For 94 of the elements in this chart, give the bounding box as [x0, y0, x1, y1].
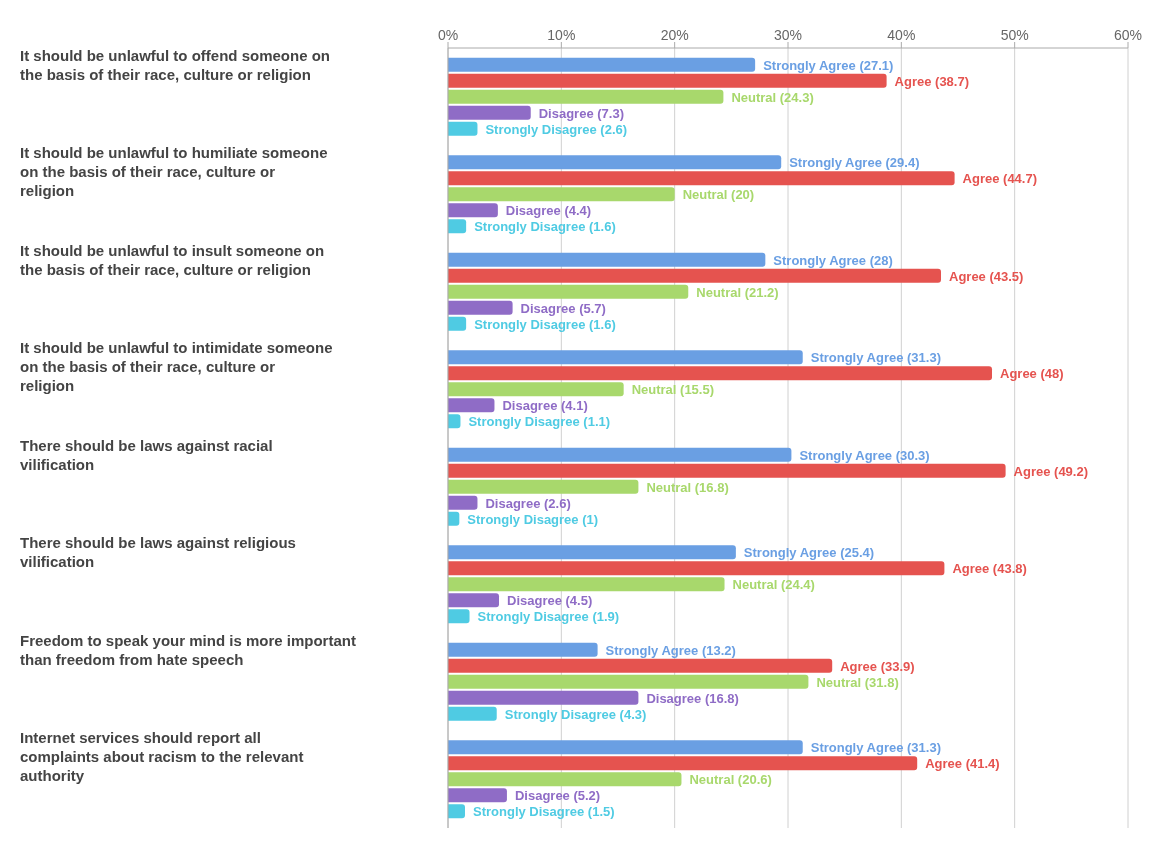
- y-tick-label: It should be unlawful to offend someone on the basis of their race, culture or religion: [20, 46, 330, 83]
- data-label: Strongly Disagree (4.3): [504, 706, 647, 722]
- bar: [448, 674, 809, 689]
- data-label: Strongly Disagree (2.6): [485, 121, 628, 137]
- bar: [448, 706, 497, 721]
- data-label: Agree (48): [1000, 366, 1064, 382]
- x-tick-label: 10%: [547, 27, 576, 43]
- data-label: Strongly Disagree (1): [467, 511, 599, 527]
- bar: [448, 511, 460, 526]
- bar: [448, 495, 478, 510]
- data-label: Neutral (16.8): [646, 479, 729, 495]
- bar: [448, 690, 639, 705]
- bar: [448, 89, 724, 104]
- data-label: Neutral (20.6): [689, 772, 772, 788]
- bar: [448, 187, 675, 202]
- data-label: Strongly Agree (27.1): [763, 57, 894, 73]
- bar: [448, 219, 467, 234]
- data-label: Strongly Agree (30.3): [799, 447, 930, 463]
- x-tick-label: 60%: [1113, 27, 1143, 43]
- data-label: Disagree (5.2): [514, 788, 601, 804]
- data-label: Disagree (5.7): [520, 300, 606, 316]
- data-label: Strongly Agree (28): [773, 252, 893, 268]
- data-label: Agree (41.4): [925, 756, 1000, 772]
- data-label: Disagree (2.6): [485, 495, 571, 511]
- data-label: Agree (38.7): [894, 73, 970, 89]
- bar: [448, 479, 639, 494]
- data-label: Strongly Disagree (1.6): [474, 219, 616, 235]
- bar: [448, 121, 478, 136]
- x-tick-label: 40%: [887, 27, 916, 43]
- y-tick-label: It should be unlawful to humiliate someone on the basis of their race, culture or religion: [20, 144, 328, 200]
- data-label: Agree (43.5): [949, 268, 1024, 284]
- data-label: Disagree (4.4): [505, 203, 592, 219]
- bar: [448, 609, 470, 624]
- x-tick-label: 0%: [437, 27, 459, 43]
- y-tick-label: Freedom to speak your mind is more important than freedom from hate speech: [20, 631, 356, 668]
- data-label: Strongly Agree (13.2): [605, 642, 736, 658]
- bar: [448, 366, 992, 381]
- data-label: Neutral (24.4): [732, 577, 815, 593]
- data-label: Strongly Disagree (1.5): [473, 804, 615, 820]
- data-label: Strongly Agree (25.4): [743, 545, 875, 561]
- data-label: Strongly Agree (29.4): [789, 155, 920, 171]
- bar: [448, 155, 782, 170]
- bar: [448, 593, 499, 608]
- y-tick-label: There should be laws against racial vilification: [20, 436, 273, 473]
- data-label: Neutral (31.8): [816, 674, 899, 690]
- data-label: Neutral (15.5): [631, 382, 715, 398]
- data-label: Neutral (20): [682, 187, 755, 203]
- data-label: Neutral (24.3): [731, 89, 814, 105]
- data-label: Agree (33.9): [840, 658, 915, 674]
- x-tick-label: 50%: [1000, 27, 1029, 43]
- data-label: Strongly Agree (31.3): [810, 350, 942, 366]
- bar: [448, 171, 955, 186]
- bar: [448, 284, 689, 299]
- x-tick-label: 20%: [660, 27, 689, 43]
- bar: [448, 545, 736, 560]
- bar: [448, 300, 513, 315]
- bar: [448, 642, 598, 657]
- data-label: Strongly Disagree (1.9): [477, 609, 620, 625]
- bar: [448, 561, 945, 576]
- bar: [448, 203, 498, 218]
- data-label: Strongly Disagree (1.1): [468, 414, 611, 430]
- bar: [448, 447, 792, 462]
- bar: [448, 398, 495, 413]
- data-label: Agree (49.2): [1013, 463, 1089, 479]
- data-label: Disagree (7.3): [538, 105, 624, 121]
- data-label: Disagree (4.5): [507, 593, 593, 609]
- bar: [448, 756, 918, 771]
- bar: [448, 268, 941, 283]
- y-tick-label: It should be unlawful to intimidate someone on the basis of their race, culture or religion: [20, 339, 333, 395]
- bar: [448, 350, 803, 365]
- bar: [448, 658, 833, 673]
- y-tick-label: There should be laws against religious vilification: [20, 534, 296, 571]
- data-label: Disagree (16.8): [646, 690, 739, 706]
- bar: [448, 788, 507, 803]
- y-tick-label: It should be unlawful to insult someone on the basis of their race, culture or religion: [20, 241, 325, 278]
- data-label: Neutral (21.2): [696, 284, 779, 300]
- bar: [448, 73, 887, 88]
- data-label: Strongly Disagree (1.6): [474, 316, 616, 332]
- bar: [448, 740, 803, 755]
- data-label: Agree (43.8): [952, 561, 1027, 577]
- bar: [448, 804, 465, 819]
- bar: [448, 463, 1006, 478]
- bar: [448, 772, 682, 787]
- bar: [448, 252, 766, 267]
- bar: [448, 382, 624, 397]
- bar: [448, 57, 756, 72]
- bar: [448, 577, 725, 592]
- data-label: Strongly Agree (31.3): [810, 740, 942, 756]
- y-tick-label: Internet services should report all complaints about racism to the relevant authority: [20, 729, 304, 785]
- bar: [448, 316, 467, 331]
- data-label: Disagree (4.1): [502, 398, 588, 414]
- x-tick-label: 30%: [773, 27, 803, 43]
- data-label: Agree (44.7): [962, 171, 1038, 187]
- bar: [448, 105, 531, 120]
